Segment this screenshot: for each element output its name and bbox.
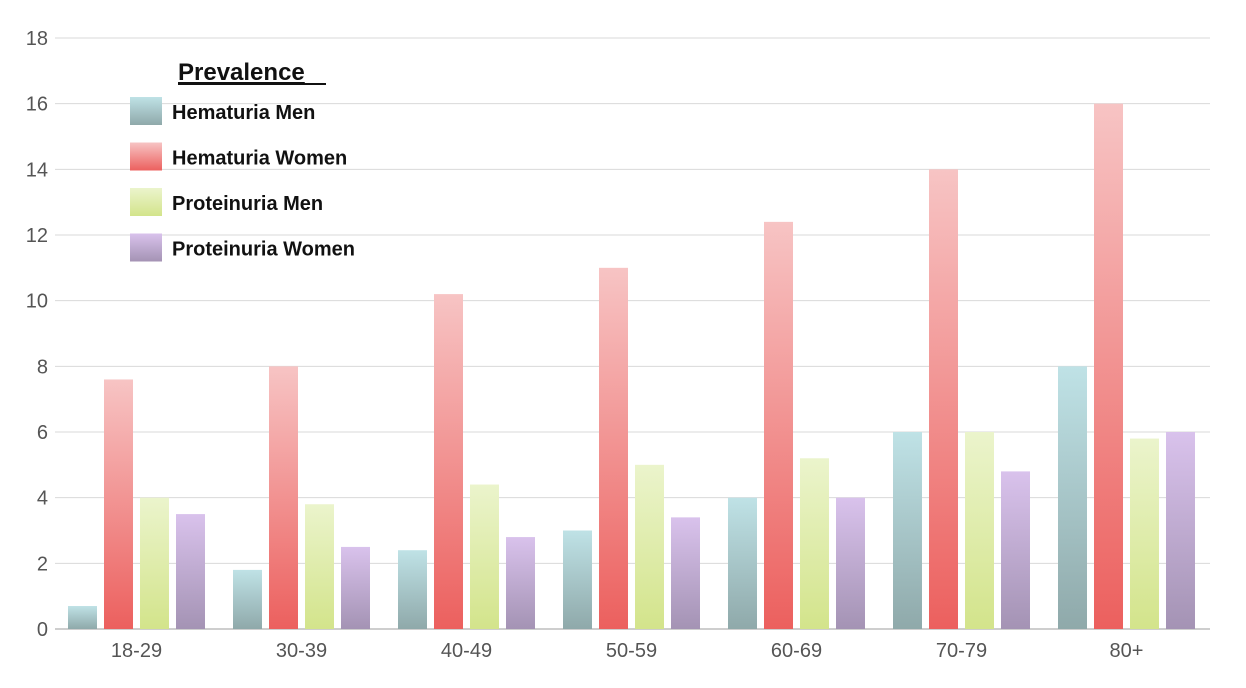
y-tick-label: 18 [26, 28, 48, 50]
gridlines [55, 37, 1210, 630]
y-tick-label: 12 [26, 225, 48, 247]
bar-proteinuria-men-80+ [1130, 438, 1159, 629]
y-tick-label: 0 [37, 619, 48, 641]
bar-hematuria-women-70-79 [929, 169, 958, 630]
legend-swatch [130, 142, 162, 171]
bar-hematuria-men-40-49 [398, 550, 427, 629]
bar-proteinuria-women-60-69 [836, 497, 865, 629]
y-tick-label: 10 [26, 291, 48, 313]
x-axis: 18-29 30-39 40-49 50-59 60-69 70-79 80+ [111, 640, 1144, 662]
legend-label: Proteinuria Men [172, 193, 323, 215]
legend-swatch [130, 97, 162, 125]
bar-hematuria-women-30-39 [269, 366, 298, 629]
legend-swatch [130, 188, 162, 216]
bar-proteinuria-women-50-59 [671, 517, 700, 629]
bar-hematuria-men-30-39 [233, 569, 262, 629]
y-tick-label: 8 [37, 356, 48, 378]
bar-proteinuria-women-40-49 [506, 537, 535, 629]
bar-hematuria-men-70-79 [893, 432, 922, 629]
legend-label: Proteinuria Women [172, 239, 355, 261]
y-tick-label: 2 [37, 553, 48, 575]
bar-hematuria-men-18-29 [68, 606, 97, 629]
x-tick-label: 70-79 [936, 640, 987, 662]
bar-proteinuria-men-18-29 [140, 497, 169, 629]
x-tick-label: 18-29 [111, 640, 162, 662]
y-axis: 0 2 4 6 8 10 12 14 16 18 [26, 28, 48, 641]
bar-hematuria-men-80+ [1058, 366, 1087, 629]
x-tick-label: 60-69 [771, 640, 822, 662]
bar-proteinuria-men-70-79 [965, 432, 994, 629]
bar-proteinuria-men-40-49 [470, 484, 499, 629]
y-tick-label: 16 [26, 94, 48, 116]
bar-hematuria-men-60-69 [728, 497, 757, 629]
bar-hematuria-women-18-29 [104, 379, 133, 629]
bar-hematuria-women-80+ [1094, 103, 1123, 629]
y-tick-label: 14 [26, 159, 48, 181]
legend-swatch [130, 233, 162, 262]
y-tick-label: 6 [37, 422, 48, 444]
bar-proteinuria-women-80+ [1166, 432, 1195, 629]
y-tick-label: 4 [37, 488, 48, 510]
bar-proteinuria-women-30-39 [341, 546, 370, 629]
legend-title: Prevalence [178, 59, 305, 86]
bar-proteinuria-men-50-59 [635, 464, 664, 629]
bar-hematuria-women-50-59 [599, 267, 628, 629]
bar-hematuria-women-40-49 [434, 294, 463, 629]
legend-label: Hematuria Women [172, 148, 347, 170]
bar-proteinuria-women-70-79 [1001, 471, 1030, 629]
bar-proteinuria-women-18-29 [176, 514, 205, 629]
bar-hematuria-men-50-59 [563, 530, 592, 629]
x-tick-label: 50-59 [606, 640, 657, 662]
bar-proteinuria-men-30-39 [305, 504, 334, 629]
legend: Prevalence Hematuria Men Hematuria Women P… [130, 59, 355, 262]
legend-label: Hematuria Men [172, 102, 315, 124]
x-tick-label: 80+ [1110, 640, 1144, 662]
x-tick-label: 40-49 [441, 640, 492, 662]
x-tick-label: 30-39 [276, 640, 327, 662]
bars [68, 103, 1195, 630]
bar-hematuria-women-60-69 [764, 221, 793, 629]
bar-proteinuria-men-60-69 [800, 458, 829, 629]
